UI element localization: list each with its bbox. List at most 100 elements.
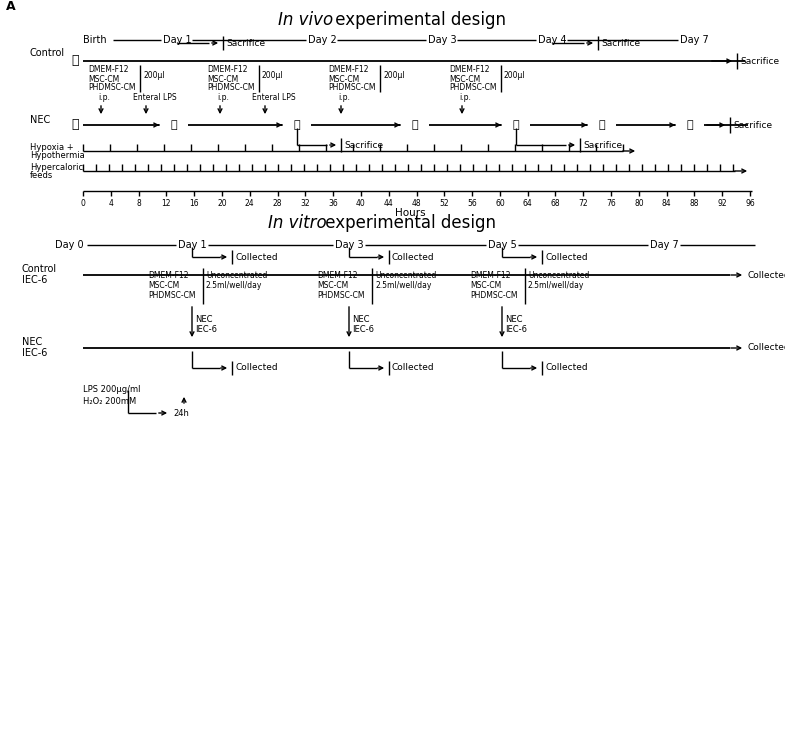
Text: 28: 28 (273, 198, 283, 207)
Text: NEC: NEC (195, 316, 213, 325)
Text: Day 2: Day 2 (308, 35, 337, 45)
Text: Day 5: Day 5 (488, 240, 517, 250)
Text: Collected: Collected (392, 253, 435, 262)
Text: Collected: Collected (235, 363, 278, 372)
Text: IEC-6: IEC-6 (22, 348, 47, 358)
Text: 56: 56 (467, 198, 477, 207)
Text: 60: 60 (495, 198, 505, 207)
Text: PHDMSC-CM: PHDMSC-CM (328, 83, 375, 92)
Text: 80: 80 (634, 198, 644, 207)
Text: MSC-CM: MSC-CM (449, 74, 480, 83)
Text: MSC-CM: MSC-CM (328, 74, 360, 83)
Text: 76: 76 (606, 198, 616, 207)
Text: DMEM-F12: DMEM-F12 (207, 65, 247, 74)
Text: A: A (6, 0, 16, 13)
Text: 12: 12 (162, 198, 171, 207)
Text: 200μl: 200μl (504, 71, 526, 80)
Text: Sacrifice: Sacrifice (226, 39, 265, 48)
Text: PHDMSC-CM: PHDMSC-CM (449, 83, 496, 92)
Text: MSC-CM: MSC-CM (88, 74, 119, 83)
Text: Hours: Hours (395, 208, 425, 218)
Text: 0: 0 (81, 198, 86, 207)
Text: 88: 88 (690, 198, 699, 207)
Text: Sacrifice: Sacrifice (601, 39, 640, 48)
Text: Day 4: Day 4 (538, 35, 567, 45)
Text: 24: 24 (245, 198, 254, 207)
Text: Unconcentrated: Unconcentrated (206, 271, 268, 281)
Text: 200μl: 200μl (262, 71, 283, 80)
Text: 44: 44 (384, 198, 393, 207)
Text: PHDMSC-CM: PHDMSC-CM (317, 291, 364, 300)
Text: 8: 8 (137, 198, 141, 207)
Text: NEC: NEC (352, 316, 370, 325)
Text: MSC-CM: MSC-CM (317, 282, 349, 291)
Text: 200μl: 200μl (383, 71, 404, 80)
Text: 2.5ml/well/day: 2.5ml/well/day (375, 282, 432, 291)
Text: Sacrifice: Sacrifice (733, 120, 772, 129)
Text: Day 1: Day 1 (178, 240, 206, 250)
Text: Day 0: Day 0 (55, 240, 84, 250)
Text: 36: 36 (328, 198, 338, 207)
Text: 🐀: 🐀 (599, 120, 605, 130)
Text: i.p.: i.p. (338, 94, 350, 103)
Text: Unconcentrated: Unconcentrated (528, 271, 590, 281)
Text: 24h: 24h (173, 409, 189, 418)
Text: Collected: Collected (545, 363, 588, 372)
Text: 200μl: 200μl (143, 71, 165, 80)
Text: LPS 200μg/ml: LPS 200μg/ml (83, 386, 141, 395)
Text: Collected: Collected (545, 253, 588, 262)
Text: MSC-CM: MSC-CM (207, 74, 239, 83)
Text: Collected: Collected (748, 343, 785, 352)
Text: IEC-6: IEC-6 (22, 275, 47, 285)
Text: PHDMSC-CM: PHDMSC-CM (207, 83, 254, 92)
Text: Day 7: Day 7 (650, 240, 679, 250)
Text: 48: 48 (411, 198, 422, 207)
Text: experimental design: experimental design (330, 11, 506, 29)
Text: 68: 68 (550, 198, 560, 207)
Text: i.p.: i.p. (98, 94, 110, 103)
Text: 32: 32 (301, 198, 310, 207)
Text: DMEM-F12: DMEM-F12 (148, 271, 188, 281)
Text: Sacrifice: Sacrifice (344, 140, 383, 149)
Text: IEC-6: IEC-6 (352, 325, 374, 334)
Text: 64: 64 (523, 198, 532, 207)
Text: 20: 20 (217, 198, 227, 207)
Text: 92: 92 (717, 198, 727, 207)
Text: PHDMSC-CM: PHDMSC-CM (148, 291, 195, 300)
Text: MSC-CM: MSC-CM (148, 282, 179, 291)
Text: 🐀: 🐀 (71, 118, 79, 132)
Text: NEC: NEC (30, 115, 50, 125)
Text: Hypercaloric: Hypercaloric (30, 163, 83, 172)
Text: 72: 72 (579, 198, 588, 207)
Text: Birth: Birth (83, 35, 107, 45)
Text: NEC: NEC (22, 337, 42, 347)
Text: In vivo: In vivo (278, 11, 333, 29)
Text: Day 3: Day 3 (428, 35, 457, 45)
Text: DMEM-F12: DMEM-F12 (328, 65, 368, 74)
Text: In vitro: In vitro (268, 214, 327, 232)
Text: Day 3: Day 3 (335, 240, 363, 250)
Text: 🐀: 🐀 (513, 120, 520, 130)
Text: experimental design: experimental design (320, 214, 496, 232)
Text: Hypoxia +: Hypoxia + (30, 143, 74, 152)
Text: 🐀: 🐀 (71, 54, 79, 68)
Text: Control: Control (30, 48, 65, 58)
Text: 4: 4 (108, 198, 113, 207)
Text: NEC: NEC (505, 316, 523, 325)
Text: Collected: Collected (392, 363, 435, 372)
Text: IEC-6: IEC-6 (195, 325, 217, 334)
Text: Hypothermia: Hypothermia (30, 152, 85, 160)
Text: Day 1: Day 1 (163, 35, 192, 45)
Text: 52: 52 (440, 198, 449, 207)
Text: PHDMSC-CM: PHDMSC-CM (470, 291, 517, 300)
Text: 2.5ml/well/day: 2.5ml/well/day (206, 282, 262, 291)
Text: Collected: Collected (748, 270, 785, 279)
Text: Sacrifice: Sacrifice (583, 140, 623, 149)
Text: DMEM-F12: DMEM-F12 (449, 65, 490, 74)
Text: IEC-6: IEC-6 (505, 325, 527, 334)
Text: Enteral LPS: Enteral LPS (133, 94, 177, 103)
Text: 40: 40 (356, 198, 366, 207)
Text: Sacrifice: Sacrifice (740, 56, 780, 65)
Text: 96: 96 (745, 198, 755, 207)
Text: i.p.: i.p. (217, 94, 229, 103)
